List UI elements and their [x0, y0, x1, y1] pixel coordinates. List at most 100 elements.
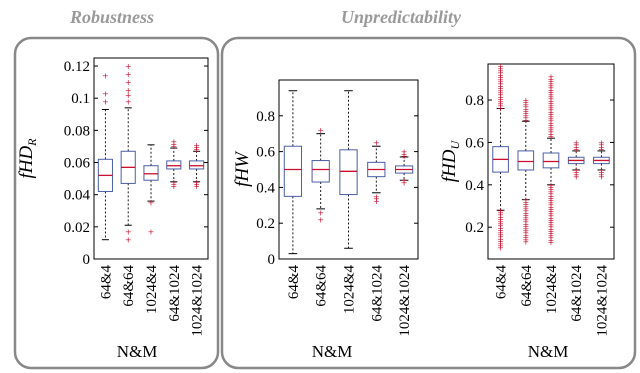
outlier: +: [102, 89, 109, 98]
outlier: +: [497, 241, 504, 250]
outlier: +: [573, 173, 580, 182]
outlier: +: [548, 108, 555, 117]
outlier: +: [497, 86, 504, 95]
outlier: +: [401, 148, 408, 157]
outlier: +: [548, 97, 555, 106]
box-1024&1024: ++++++++: [593, 138, 610, 182]
outlier: +: [522, 109, 529, 118]
outlier: +: [548, 128, 555, 137]
outlier: +: [548, 185, 555, 194]
box: [283, 145, 303, 197]
outlier: +: [548, 218, 555, 227]
outlier: +: [522, 215, 529, 224]
outlier: +: [573, 143, 580, 152]
outlier: +: [573, 168, 580, 177]
y-tick-label: 0.2: [465, 220, 484, 236]
outlier: +: [598, 145, 605, 154]
box-1024&4: [339, 90, 358, 249]
outlier: +: [548, 121, 555, 130]
outlier: +: [497, 69, 504, 78]
outlier: +: [598, 143, 605, 152]
outlier: +: [548, 229, 555, 238]
outlier: +: [548, 86, 555, 95]
outlier: +: [548, 196, 555, 205]
outlier: +: [497, 84, 504, 93]
outlier: +: [548, 101, 555, 110]
box: [189, 160, 205, 170]
outlier: +: [522, 105, 529, 114]
outlier: +: [497, 208, 504, 217]
y-tick-label: 0.2: [256, 216, 275, 232]
outlier: +: [522, 116, 529, 125]
outlier: +: [193, 143, 200, 152]
outlier: +: [548, 130, 555, 139]
outlier: +: [497, 97, 504, 106]
outlier: +: [548, 227, 555, 236]
outlier: +: [497, 91, 504, 100]
robustness-frame: [13, 36, 220, 370]
category-label: 64&64: [314, 265, 330, 307]
outlier: +: [598, 166, 605, 175]
outlier: +: [522, 211, 529, 220]
category-label: 1024&1024: [594, 265, 610, 337]
outlier: +: [497, 73, 504, 82]
outlier: +: [193, 141, 200, 150]
outlier: +: [548, 132, 555, 141]
category-label: 1024&1024: [190, 265, 206, 337]
outlier: +: [497, 211, 504, 220]
y-tick-label: 0.4: [465, 178, 484, 194]
outlier: +: [522, 198, 529, 207]
y-tick-label: 0.8: [256, 109, 275, 125]
outlier: +: [573, 138, 580, 147]
outlier: +: [373, 139, 380, 148]
outlier: +: [548, 77, 555, 86]
y-tick-label: 0.06: [64, 156, 91, 172]
outlier: +: [497, 215, 504, 224]
y-tick-label: 0.6: [465, 135, 484, 151]
y-tick-label: 0.1: [71, 91, 90, 107]
outlier: +: [548, 88, 555, 97]
outlier: +: [497, 239, 504, 248]
outlier: +: [548, 110, 555, 119]
box-64&1024: ++++++++: [567, 138, 585, 182]
y-tick-label: 0.04: [64, 188, 91, 204]
y-tick-label: 0.4: [256, 180, 275, 196]
outlier: +: [125, 97, 132, 106]
outlier: +: [193, 178, 200, 187]
outlier: +: [548, 119, 555, 128]
outlier: +: [401, 150, 408, 159]
outlier: +: [548, 190, 555, 199]
outlier: +: [317, 126, 324, 135]
outlier: +: [548, 73, 555, 82]
outlier: +: [598, 168, 605, 177]
outlier: +: [598, 138, 605, 147]
outlier: +: [102, 97, 109, 106]
outlier: +: [548, 112, 555, 121]
category-label: 64&1024: [569, 265, 585, 322]
outlier: +: [522, 200, 529, 209]
fhdu-boxplot: 0.2 0.4 0.6 0.8 fHDU 64&4 64&64 1024&4 64&1024 10…: [439, 62, 615, 361]
outlier: +: [522, 204, 529, 213]
outlier: +: [548, 231, 555, 240]
outlier: +: [497, 222, 504, 231]
outlier: +: [573, 166, 580, 175]
outlier: +: [497, 224, 504, 233]
outlier: +: [125, 78, 132, 87]
outlier: +: [573, 145, 580, 154]
box-1024&4: ++++++++++++++++++++++++++++++++++++++++…: [542, 73, 560, 247]
outlier: +: [598, 141, 605, 150]
unpredictability-title: Unpredictability: [341, 7, 462, 27]
outlier: +: [193, 145, 200, 154]
x-axis-label: N&M: [528, 342, 569, 361]
outlier: +: [522, 213, 529, 222]
outlier: +: [170, 180, 177, 189]
outlier: +: [497, 244, 504, 253]
y-axis-label-subscript: R: [25, 138, 39, 147]
outlier: +: [497, 237, 504, 246]
category-label: 1024&1024: [397, 265, 413, 337]
outlier: +: [522, 100, 529, 109]
box: [166, 160, 182, 170]
outlier: +: [373, 192, 380, 201]
outlier: +: [548, 203, 555, 212]
outlier: +: [548, 181, 555, 190]
